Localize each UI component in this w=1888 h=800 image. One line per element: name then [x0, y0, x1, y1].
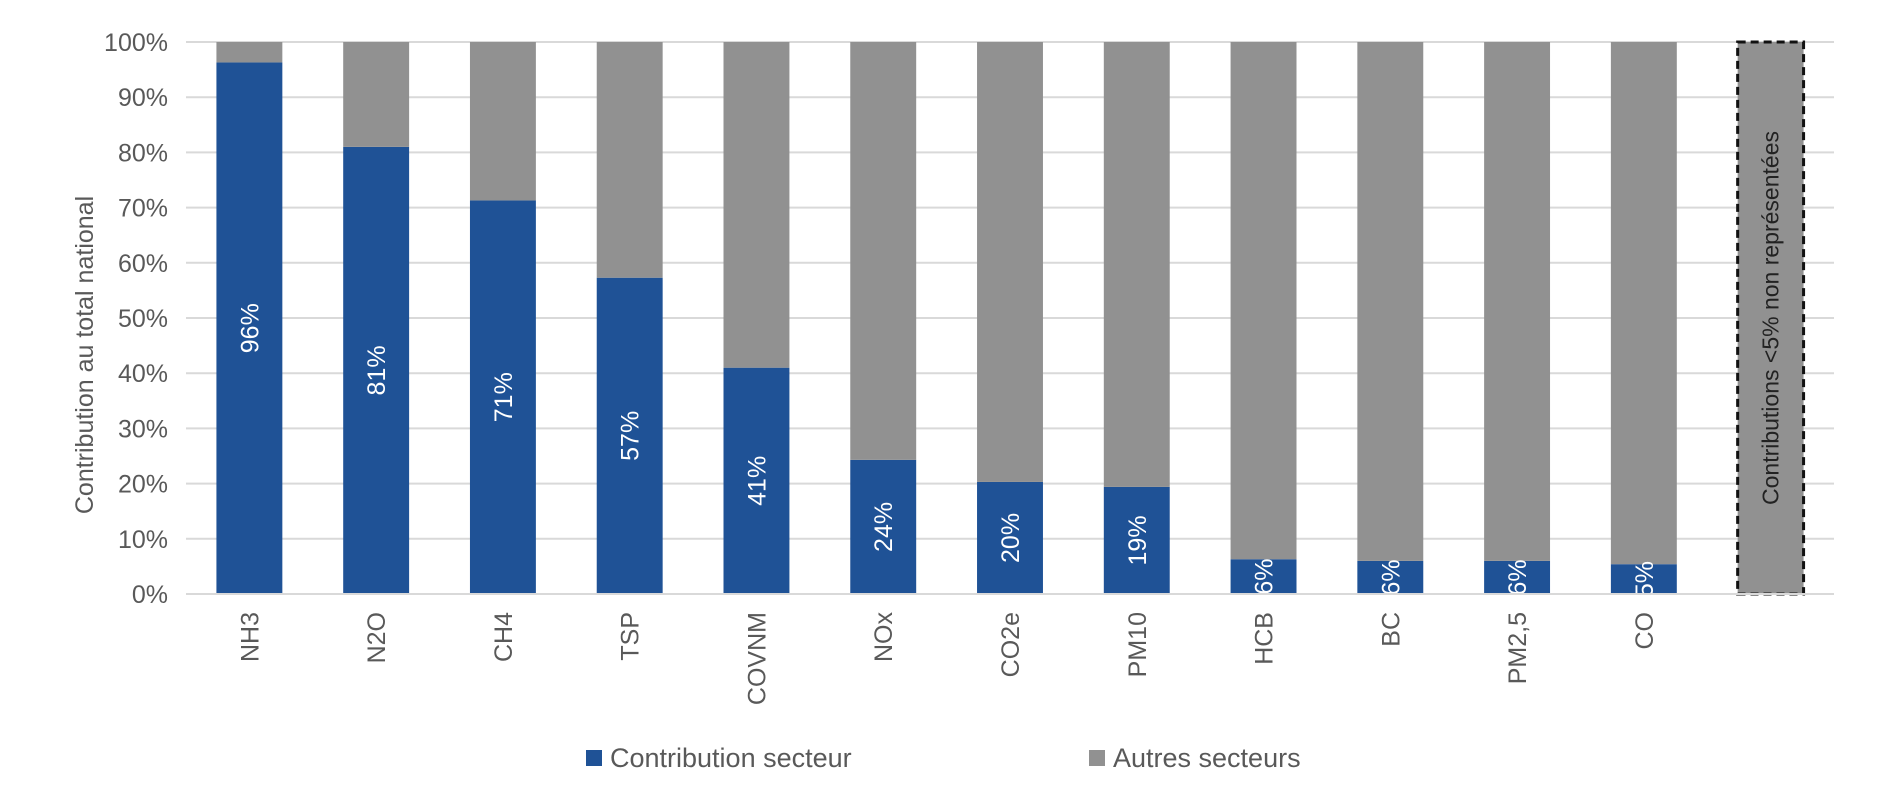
bar-autres-secteurs: [469, 42, 536, 201]
legend-label-autres: Autres secteurs: [1113, 743, 1301, 773]
y-tick-label: 0%: [132, 581, 168, 609]
data-label: 71%: [490, 372, 518, 422]
legend: Contribution secteur Autres secteurs: [586, 743, 1301, 773]
legend-swatch-autres: [1089, 750, 1105, 766]
bar-contribution-secteur: [723, 367, 790, 594]
y-tick-label: 50%: [118, 305, 168, 333]
data-label: 24%: [870, 502, 898, 552]
x-category-label: NH3: [236, 612, 264, 662]
y-tick-label: 60%: [118, 250, 168, 278]
data-label: 6%: [1251, 559, 1279, 595]
data-label: 19%: [1124, 515, 1152, 565]
x-category-label: CH4: [490, 612, 518, 662]
bar-autres-secteurs: [343, 42, 410, 147]
bar-autres-secteurs: [1484, 42, 1551, 561]
data-label: 81%: [363, 345, 391, 395]
bar-contribution-secteur: [1230, 559, 1297, 594]
x-category-label: CO2e: [997, 612, 1025, 677]
bar-autres-secteurs: [1103, 42, 1170, 487]
x-category-label: PM2,5: [1504, 612, 1532, 684]
x-category-label: BC: [1377, 612, 1405, 647]
legend-swatch-contribution: [586, 750, 602, 766]
x-category-label: PM10: [1124, 612, 1152, 677]
bar-autres-secteurs: [216, 42, 283, 63]
bar-contribution-secteur: [977, 481, 1043, 594]
data-label: 6%: [1504, 559, 1532, 595]
bars: 96% 81% 71% 57% 41% 24% 20% 19% 6% 6% 6% 5% Contribu…: [186, 40, 1834, 597]
bar-autres-secteurs: [1610, 42, 1677, 565]
y-tick-label: 80%: [118, 139, 168, 167]
x-category-label: NOx: [870, 612, 898, 663]
bar-autres-secteurs: [1230, 42, 1297, 560]
bar-contribution-secteur: [1103, 486, 1170, 594]
data-label: 57%: [617, 411, 645, 461]
annotation-label: Contributions <5% non représentées: [1758, 131, 1784, 505]
x-category-label: CO: [1631, 612, 1659, 650]
y-axis-ticks: 0% 10% 20% 30% 40% 50% 60% 70% 80% 90% 100%: [104, 29, 168, 609]
data-label: 6%: [1377, 559, 1405, 595]
bar-autres-secteurs: [1737, 42, 1804, 594]
y-tick-label: 90%: [118, 84, 168, 112]
bar-contribution-secteur: [596, 277, 663, 594]
legend-label-contribution: Contribution secteur: [610, 743, 852, 773]
bar-contribution-secteur: [850, 459, 917, 594]
y-tick-label: 30%: [118, 415, 168, 443]
data-label: 96%: [236, 303, 264, 353]
bar-contribution-secteur: [1610, 564, 1677, 594]
x-category-label: COVNM: [743, 612, 771, 705]
x-category-label: TSP: [617, 612, 645, 661]
bar-autres-secteurs: [596, 42, 663, 278]
bar-autres-secteurs: [723, 42, 790, 368]
data-label: 5%: [1631, 561, 1659, 597]
bar-autres-secteurs: [850, 42, 917, 460]
data-label: 20%: [997, 513, 1025, 563]
y-tick-label: 10%: [118, 526, 168, 554]
bar-autres-secteurs: [977, 42, 1043, 482]
bar-contribution-secteur: [469, 200, 536, 594]
x-axis-categories: NH3 N2O CH4 TSP COVNM NOx CO2e PM10 HCB BC PM2,5 CO: [236, 612, 1658, 706]
bar-contribution-secteur: [1357, 560, 1424, 594]
y-tick-label: 20%: [118, 471, 168, 499]
y-tick-label: 70%: [118, 195, 168, 223]
bar-contribution-secteur: [343, 146, 410, 594]
x-category-label: HCB: [1251, 612, 1279, 665]
bar-contribution-secteur: [216, 62, 283, 594]
y-tick-label: 100%: [104, 29, 168, 57]
x-category-label: N2O: [363, 612, 391, 663]
bar-autres-secteurs: [1357, 42, 1424, 561]
bar-contribution-secteur: [1484, 560, 1551, 594]
data-label: 41%: [743, 456, 771, 506]
y-axis-label: Contribution au total national: [71, 196, 99, 514]
y-tick-label: 40%: [118, 360, 168, 388]
